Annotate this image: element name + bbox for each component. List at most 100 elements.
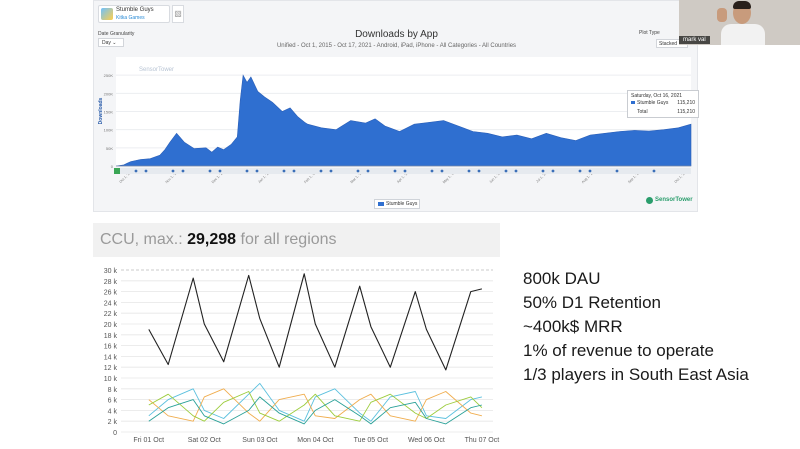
x-tick-label: Fri 01 Oct bbox=[133, 437, 164, 444]
y-tick-label: 26 k bbox=[104, 290, 118, 297]
sensor-tower-panel: Stumble Guys Kitka Games ▧ Date Granular… bbox=[93, 0, 699, 212]
x-tick-label: Sat 02 Oct bbox=[188, 437, 221, 444]
y-tick-label: 4 k bbox=[108, 408, 118, 415]
event-marker bbox=[144, 169, 148, 173]
app-selector-chip[interactable]: Stumble Guys Kitka Games bbox=[98, 5, 170, 23]
x-tick-label: Thu 07 Oct bbox=[465, 437, 500, 444]
y-tick-label: 100K bbox=[104, 128, 114, 133]
x-tick-label: Wed 06 Oct bbox=[408, 437, 445, 444]
granularity-label: Date Granularity bbox=[98, 31, 135, 37]
y-tick-label: 20 k bbox=[104, 322, 118, 329]
y-tick-label: 50K bbox=[106, 146, 113, 151]
event-marker bbox=[440, 169, 444, 173]
chart-subtitle: Unified - Oct 1, 2015 - Oct 17, 2021 - A… bbox=[276, 43, 517, 49]
image-icon[interactable]: ▧ bbox=[172, 5, 184, 23]
tooltip-date: Saturday, Oct 16, 2021 bbox=[631, 93, 683, 99]
presenter-body bbox=[721, 24, 765, 45]
y-tick-label: 250K bbox=[104, 73, 114, 78]
y-tick-label: 30 k bbox=[104, 268, 118, 275]
series-area-stumble-guys bbox=[115, 74, 692, 167]
event-marker bbox=[403, 169, 407, 173]
stat-mrr: ~400k$ MRR bbox=[523, 317, 623, 336]
y-tick-label: 24 k bbox=[104, 300, 118, 307]
event-marker bbox=[504, 169, 508, 173]
ccu-header: CCU, max.: 29,298 for all regions bbox=[93, 223, 500, 257]
tooltip-total-label: Total bbox=[637, 109, 648, 115]
event-marker bbox=[430, 169, 434, 173]
presenter-hand bbox=[717, 8, 727, 22]
legend-item-stumble-guys[interactable]: Stumble Guys bbox=[374, 199, 420, 209]
chart-title: Downloads by App bbox=[355, 29, 438, 40]
event-marker bbox=[319, 169, 323, 173]
event-marker bbox=[588, 169, 592, 173]
publisher-link[interactable]: Kitka Games bbox=[116, 15, 145, 21]
event-marker bbox=[134, 169, 138, 173]
webcam-feed: mark val bbox=[679, 0, 800, 45]
plot-type-label: Plot Type bbox=[639, 30, 660, 36]
event-marker bbox=[393, 169, 397, 173]
event-marker bbox=[171, 169, 175, 173]
y-tick-label: 16 k bbox=[104, 344, 118, 351]
app-name: Stumble Guys bbox=[116, 7, 154, 13]
ccu-suffix: for all regions bbox=[236, 231, 337, 248]
event-marker bbox=[255, 169, 259, 173]
event-marker bbox=[467, 169, 471, 173]
y-tick-label: 200K bbox=[104, 91, 114, 96]
ccu-max-value: 29,298 bbox=[187, 231, 237, 248]
y-tick-label: 2 k bbox=[108, 419, 118, 426]
series-line-total bbox=[148, 273, 483, 371]
y-tick-label: 12 k bbox=[104, 365, 118, 372]
y-tick-label: 8 k bbox=[108, 387, 118, 394]
presenter-hair bbox=[733, 1, 751, 9]
stat-dau: 800k DAU bbox=[523, 269, 601, 288]
y-axis-label: Downloads bbox=[98, 97, 104, 124]
tooltip-app: Stumble Guys bbox=[637, 100, 669, 106]
participant-name: mark val bbox=[679, 36, 710, 44]
legend-label: Stumble Guys bbox=[386, 201, 418, 207]
sensortower-logo: SensorTower bbox=[646, 197, 693, 204]
event-marker bbox=[551, 169, 555, 173]
event-marker bbox=[578, 169, 582, 173]
stat-retention: 50% D1 Retention bbox=[523, 293, 661, 312]
event-marker bbox=[356, 169, 360, 173]
y-tick-label: 14 k bbox=[104, 354, 118, 361]
event-marker bbox=[541, 169, 545, 173]
legend-swatch bbox=[378, 202, 384, 206]
tooltip-total-value: 115,210 bbox=[677, 109, 695, 115]
event-marker bbox=[208, 169, 212, 173]
series-line-region-2 bbox=[148, 388, 483, 422]
granularity-value: Day bbox=[102, 40, 111, 46]
tooltip-swatch bbox=[631, 101, 635, 104]
event-marker bbox=[514, 169, 518, 173]
event-marker bbox=[245, 169, 249, 173]
x-tick-label: Mon 04 Oct bbox=[297, 437, 333, 444]
granularity-select[interactable]: Day ⌄ bbox=[98, 38, 124, 47]
ccu-prefix: CCU, max.: bbox=[100, 231, 188, 248]
app-icon bbox=[101, 8, 113, 20]
event-marker bbox=[615, 169, 619, 173]
event-marker bbox=[477, 169, 481, 173]
event-marker bbox=[652, 169, 656, 173]
y-tick-label: 18 k bbox=[104, 333, 118, 340]
series-line-region-1 bbox=[148, 382, 483, 422]
plot-type-value: Stacked bbox=[659, 41, 678, 47]
event-marker bbox=[218, 169, 222, 173]
timeline-start-marker bbox=[114, 168, 120, 174]
event-marker bbox=[329, 169, 333, 173]
stat-sea-players: 1/3 players in South East Asia bbox=[523, 365, 749, 384]
event-marker bbox=[366, 169, 370, 173]
y-tick-label: 0 bbox=[111, 164, 114, 169]
event-marker bbox=[282, 169, 286, 173]
ccu-title: CCU, max.: 29,298 for all regions bbox=[100, 231, 337, 249]
y-tick-label: 28 k bbox=[104, 279, 118, 286]
tooltip-app-value: 115,210 bbox=[677, 100, 695, 106]
chart-tooltip: Saturday, Oct 16, 2021 Stumble Guys 115,… bbox=[627, 90, 699, 118]
y-tick-label: 0 bbox=[113, 430, 117, 437]
y-tick-label: 150K bbox=[104, 110, 114, 115]
x-tick-label: Tue 05 Oct bbox=[354, 437, 388, 444]
ccu-chart: 0 2 k 4 k 6 k 8 k 10 k 12 k 14 k 16 k 18 k 20 k 22 … bbox=[104, 268, 500, 444]
x-tick-label: Sun 03 Oct bbox=[242, 437, 277, 444]
y-tick-label: 22 k bbox=[104, 311, 118, 318]
event-marker bbox=[292, 169, 296, 173]
sensortower-watermark: SensorTower bbox=[139, 67, 174, 73]
